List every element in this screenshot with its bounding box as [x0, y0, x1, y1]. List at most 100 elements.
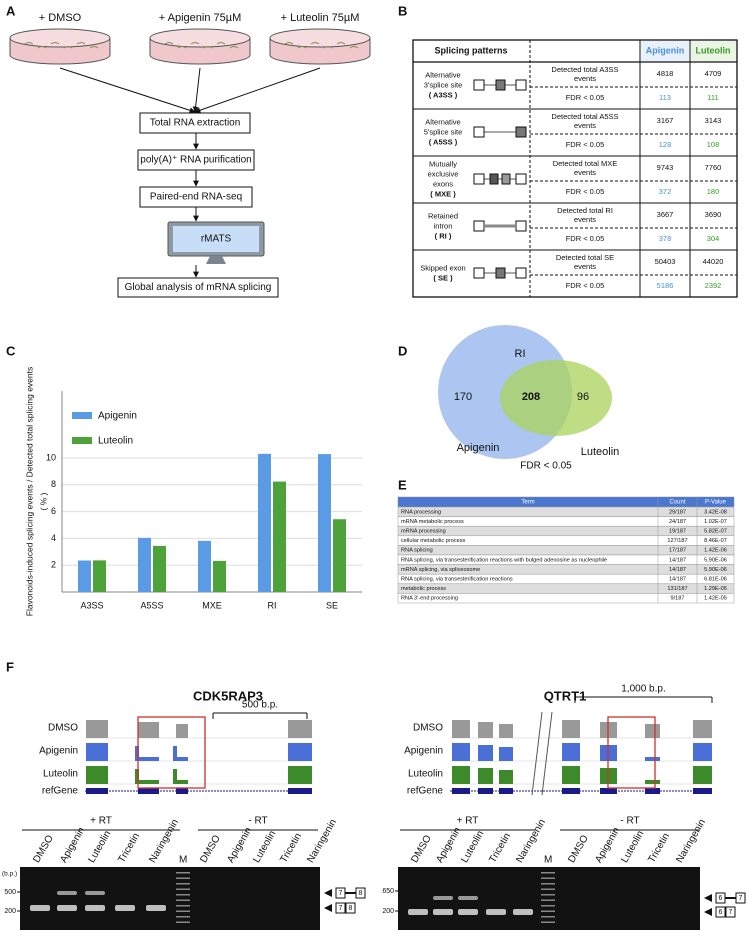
lane-label: M	[179, 855, 187, 866]
band	[85, 905, 105, 911]
y-axis-unit: ( % )	[38, 492, 48, 510]
band	[85, 891, 105, 895]
venn-count: 208	[522, 391, 540, 403]
cell: 1.42E-05	[704, 596, 727, 602]
cell-value: 108	[707, 140, 720, 149]
exon	[515, 126, 527, 138]
y-tick-label: 4	[51, 533, 56, 543]
treatment-label: + DMSO	[39, 12, 82, 24]
cell-value: 4818	[657, 69, 674, 78]
monitor-screen	[173, 226, 259, 252]
cell-value: 5186	[657, 281, 674, 290]
rt-label: - RT	[248, 816, 267, 827]
cell	[203, 46, 213, 49]
row-desc: FDR < 0.05	[566, 140, 605, 149]
legend-label: Apigenin	[98, 411, 137, 422]
coverage	[138, 757, 159, 761]
coverage	[645, 780, 660, 784]
scale-label: 500 b.p.	[242, 700, 278, 711]
size-label: 200	[4, 908, 16, 915]
cell: 131/187	[667, 586, 687, 592]
rt-label: + RT	[457, 816, 479, 827]
highlight	[607, 716, 656, 789]
ladder	[541, 894, 555, 896]
track-label: Apigenin	[404, 746, 443, 757]
exon-label: 7	[729, 909, 733, 916]
step-box	[139, 112, 251, 134]
ladder	[541, 916, 555, 918]
refgene-exon	[138, 788, 159, 794]
exon-box	[715, 906, 726, 918]
exon-box	[335, 887, 346, 899]
band	[433, 909, 453, 915]
lane-label: Naringenin	[147, 817, 181, 864]
exon	[515, 79, 527, 91]
gel	[20, 867, 320, 930]
bar	[213, 560, 226, 592]
rt-label: - RT	[620, 816, 639, 827]
row-desc: FDR < 0.05	[566, 187, 605, 196]
cell: 19/187	[669, 528, 686, 534]
coverage	[138, 780, 159, 784]
cell	[190, 42, 200, 45]
venn-count: 96	[577, 391, 589, 403]
pattern-name: Skipped exon	[420, 263, 465, 272]
cell: mRNA splicing, via spliceosome	[401, 567, 480, 573]
cell-value: 50403	[655, 257, 676, 266]
exon-box	[715, 892, 726, 904]
pattern-name: Mutually	[429, 159, 457, 168]
ladder	[176, 910, 190, 912]
cell	[63, 46, 73, 49]
band	[458, 909, 478, 915]
y-tick-label: 10	[46, 452, 56, 462]
coverage	[86, 766, 108, 784]
cell	[177, 46, 187, 49]
coverage	[693, 743, 712, 761]
track-label: Apigenin	[39, 746, 78, 757]
coverage	[173, 769, 177, 784]
coverage	[86, 743, 108, 761]
header: Term	[521, 500, 534, 506]
cell: RNA splicing	[401, 548, 433, 554]
band	[146, 905, 166, 911]
ladder	[176, 899, 190, 901]
arrow	[194, 67, 321, 114]
row-desc: events	[574, 262, 596, 271]
bar	[138, 537, 151, 592]
track-label: DMSO	[413, 723, 443, 734]
cell-value: 128	[659, 140, 672, 149]
cell	[284, 42, 294, 45]
band	[486, 909, 506, 915]
head-green	[691, 41, 736, 61]
cell	[349, 46, 359, 49]
row-desc: FDR < 0.05	[566, 281, 605, 290]
exon-label: 8	[359, 890, 363, 897]
cell-value: 378	[659, 234, 672, 243]
lane-label: DMSO	[198, 833, 223, 865]
pattern-name: 3'splice site	[424, 80, 463, 89]
band	[57, 891, 77, 895]
cell: 1.29E-05	[704, 586, 727, 592]
header: Splicing patterns	[434, 45, 507, 55]
lane-label: Tricetin	[487, 831, 513, 865]
cell: RNA splicing, via transesterification re…	[401, 557, 607, 563]
exon-label: 7	[339, 890, 343, 897]
header: Count	[669, 500, 685, 506]
treatment-label: + Apigenin 75µM	[159, 12, 241, 24]
ladder	[176, 883, 190, 885]
row-desc: events	[574, 121, 596, 130]
exon	[501, 173, 511, 185]
break-mark	[541, 711, 553, 796]
y-tick-label: 6	[51, 506, 56, 516]
arrow	[59, 67, 196, 114]
row-desc: Detected total A3SS	[551, 65, 618, 74]
step-label: rMATS	[201, 234, 232, 245]
ladder	[541, 921, 555, 923]
coverage	[693, 766, 712, 784]
cell-value: 44020	[703, 257, 724, 266]
row-desc: Detected total MXE	[553, 159, 618, 168]
cell: 8.46E-07	[704, 538, 727, 544]
lane-label: Luteolin	[619, 829, 646, 865]
cell	[336, 42, 346, 45]
